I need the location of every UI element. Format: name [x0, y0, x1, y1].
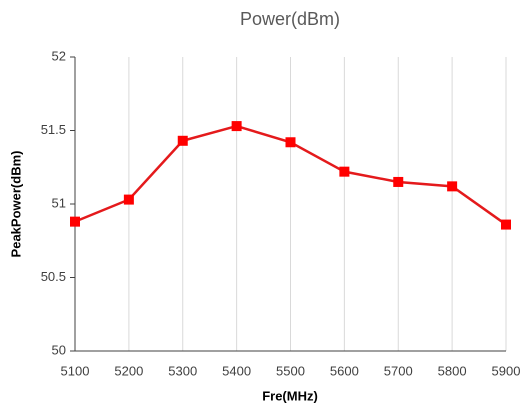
- y-tick-label: 52: [52, 48, 66, 63]
- marker: [285, 137, 296, 148]
- x-tick-label: 5300: [168, 363, 197, 378]
- marker: [231, 121, 242, 132]
- x-axis-label: Fre(MHz): [262, 388, 318, 403]
- y-tick-label: 51: [52, 195, 66, 210]
- marker: [123, 194, 134, 205]
- marker: [501, 219, 511, 230]
- marker: [70, 216, 80, 227]
- y-tick-label: 51.5: [41, 122, 66, 137]
- x-tick-label: 5700: [384, 363, 413, 378]
- x-tick-label: 5600: [330, 363, 359, 378]
- x-tick-label: 5800: [438, 363, 467, 378]
- y-axis-label: PeakPower(dBm): [8, 151, 23, 258]
- x-tick-label: 5100: [61, 363, 90, 378]
- x-tick-label: 5200: [114, 363, 143, 378]
- marker: [447, 181, 458, 192]
- x-tick-label: 5500: [276, 363, 305, 378]
- chart-title: Power(dBm): [240, 9, 340, 29]
- marker: [339, 166, 350, 177]
- y-tick-label: 50: [52, 342, 66, 357]
- marker: [393, 176, 404, 187]
- marker: [177, 135, 188, 146]
- x-tick-label: 5900: [492, 363, 521, 378]
- y-tick-label: 50.5: [41, 269, 66, 284]
- x-tick-label: 5400: [222, 363, 251, 378]
